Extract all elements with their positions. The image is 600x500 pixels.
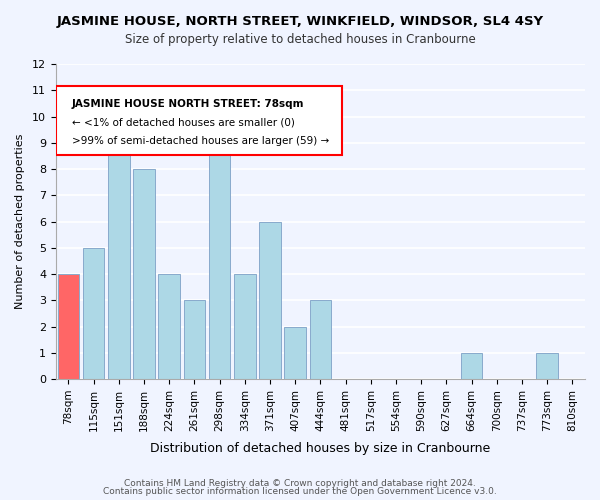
Bar <box>83 248 104 379</box>
Text: Contains HM Land Registry data © Crown copyright and database right 2024.: Contains HM Land Registry data © Crown c… <box>124 478 476 488</box>
Text: >99% of semi-detached houses are larger (59) →: >99% of semi-detached houses are larger … <box>71 136 329 146</box>
Text: JASMINE HOUSE, NORTH STREET, WINKFIELD, WINDSOR, SL4 4SY: JASMINE HOUSE, NORTH STREET, WINKFIELD, … <box>56 15 544 28</box>
Bar <box>234 274 256 379</box>
Bar <box>310 300 331 379</box>
Bar <box>536 353 558 379</box>
Text: Contains public sector information licensed under the Open Government Licence v3: Contains public sector information licen… <box>103 487 497 496</box>
Text: Size of property relative to detached houses in Cranbourne: Size of property relative to detached ho… <box>125 32 475 46</box>
Y-axis label: Number of detached properties: Number of detached properties <box>15 134 25 309</box>
FancyBboxPatch shape <box>56 86 341 156</box>
Bar <box>284 326 306 379</box>
Bar <box>259 222 281 379</box>
Text: ← <1% of detached houses are smaller (0): ← <1% of detached houses are smaller (0) <box>71 118 295 128</box>
Bar <box>133 169 155 379</box>
Bar <box>184 300 205 379</box>
Text: JASMINE HOUSE NORTH STREET: 78sqm: JASMINE HOUSE NORTH STREET: 78sqm <box>71 98 304 108</box>
Bar <box>461 353 482 379</box>
Bar <box>209 116 230 379</box>
Bar <box>158 274 180 379</box>
Bar <box>108 143 130 379</box>
X-axis label: Distribution of detached houses by size in Cranbourne: Distribution of detached houses by size … <box>150 442 491 455</box>
Bar <box>58 274 79 379</box>
